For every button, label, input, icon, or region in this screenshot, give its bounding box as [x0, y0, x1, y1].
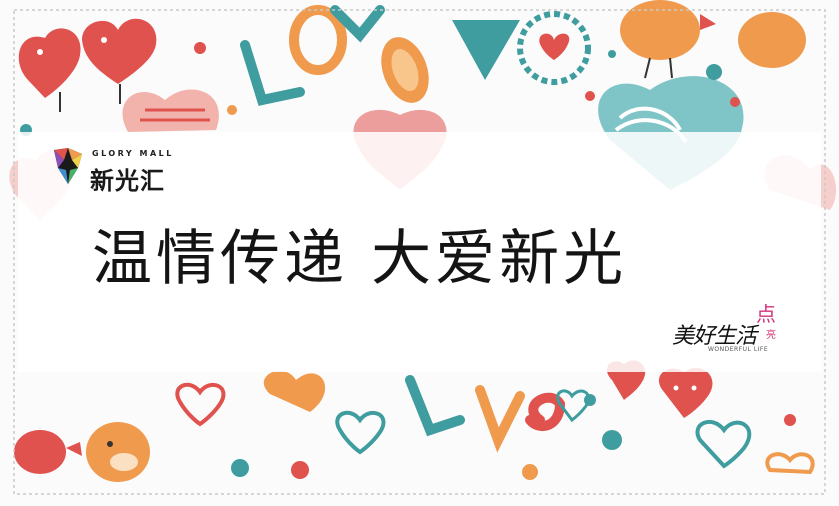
badge-liang-char: 亮	[766, 330, 776, 341]
bird-icon	[620, 0, 806, 79]
badge-en-text: WONDERFUL LIFE	[708, 346, 769, 353]
badge-dot-char: 点	[756, 302, 776, 326]
love-letters-top-icon	[240, 40, 305, 106]
heart-creature-icon	[18, 18, 157, 112]
brand-logo[interactable]: GLORY MALL 新光汇	[52, 146, 202, 195]
wonderful-life-badge: 点 美好生活 亮 WONDERFUL LIFE	[672, 296, 782, 360]
love-letters-bottom-icon	[405, 375, 566, 453]
badge-main-text: 美好生活	[672, 324, 757, 349]
bottom-bird-icon	[14, 422, 150, 482]
brand-name-cn: 新光汇	[90, 167, 165, 195]
brand-mark-icon	[54, 148, 82, 184]
brand-name-en: GLORY MALL	[92, 149, 174, 158]
headline: 温情传递 大爱新光	[92, 224, 628, 294]
striped-heart-icon	[122, 89, 219, 132]
title-band	[18, 132, 821, 372]
lace-heart-icon	[517, 11, 591, 85]
